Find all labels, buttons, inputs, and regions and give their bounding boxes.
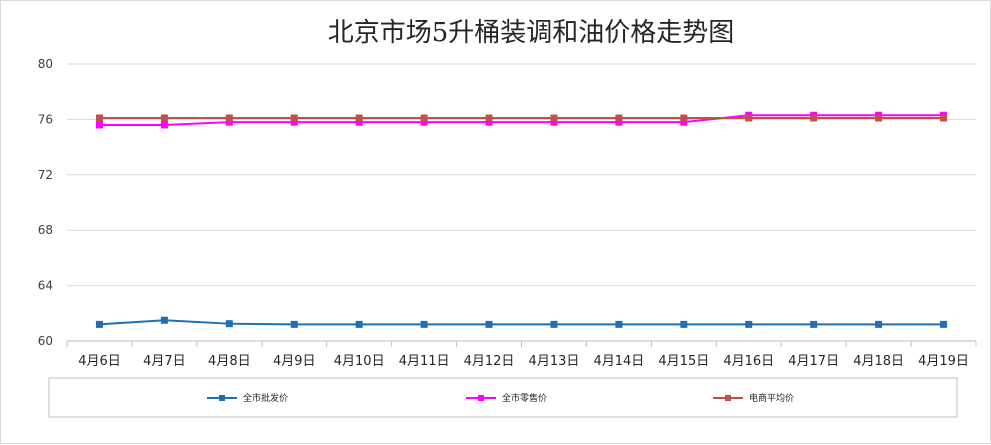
data-point — [355, 118, 363, 126]
x-tick-label: 4月11日 — [399, 354, 450, 369]
data-point — [940, 320, 948, 328]
y-tick-label: 64 — [38, 279, 53, 293]
data-point — [550, 320, 558, 328]
data-point — [160, 121, 168, 129]
x-tick-label: 4月6日 — [78, 354, 121, 369]
data-point — [420, 118, 428, 126]
data-point — [355, 320, 363, 328]
y-tick-label: 68 — [38, 223, 53, 237]
data-point — [95, 121, 103, 129]
x-tick-label: 4月8日 — [208, 354, 251, 369]
legend: 全市批发价 全市零售价 电商平均价 — [207, 392, 794, 404]
x-tick-label: 4月10日 — [334, 354, 385, 369]
series-line-1 — [99, 114, 944, 126]
data-point — [875, 320, 883, 328]
x-tick-label: 4月14日 — [593, 354, 644, 369]
x-tick-label: 4月15日 — [658, 354, 709, 369]
data-point — [680, 320, 688, 328]
chart-title: 北京市场5升桶装调和油价格走势图 — [328, 18, 735, 48]
x-tick-label: 4月12日 — [464, 354, 515, 369]
x-tick-label: 4月17日 — [788, 354, 839, 369]
data-point — [95, 114, 103, 122]
data-point — [225, 114, 233, 122]
data-point — [745, 114, 753, 122]
data-point — [485, 320, 493, 328]
x-tick-label: 4月9日 — [273, 354, 316, 369]
gridlines — [67, 63, 976, 342]
data-point — [485, 114, 493, 122]
legend-label-2: 电商平均价 — [749, 392, 794, 404]
data-point — [420, 114, 428, 122]
legend-marker-2 — [725, 395, 731, 401]
data-point — [290, 320, 298, 328]
legend-label-1: 全市零售价 — [502, 392, 547, 404]
x-axis-ticks: 4月6日 4月7日 4月8日 4月9日 4月10日 4月11日 4月12日 4月13日 4月14… — [66, 341, 977, 369]
y-tick-label: 76 — [38, 112, 53, 126]
legend-marker-0 — [219, 395, 225, 401]
data-point — [810, 114, 818, 122]
series-line-0 — [99, 319, 944, 326]
data-point — [160, 316, 168, 324]
data-point — [355, 114, 363, 122]
x-tick-label: 4月16日 — [723, 354, 774, 369]
y-tick-label: 80 — [38, 57, 53, 71]
x-tick-label: 4月19日 — [918, 354, 969, 369]
data-point — [680, 114, 688, 122]
data-point — [160, 114, 168, 122]
legend-label-0: 全市批发价 — [243, 392, 288, 404]
x-tick-label: 4月7日 — [143, 354, 186, 369]
data-point — [615, 320, 623, 328]
data-point — [615, 118, 623, 126]
data-point — [420, 320, 428, 328]
series-lines — [95, 111, 948, 328]
data-point — [95, 320, 103, 328]
legend-marker-1 — [478, 395, 484, 401]
data-point — [550, 114, 558, 122]
data-point — [225, 118, 233, 126]
data-point — [745, 320, 753, 328]
data-point — [225, 320, 233, 328]
x-tick-label: 4月13日 — [529, 354, 580, 369]
y-tick-label: 60 — [38, 334, 53, 348]
x-tick-label: 4月18日 — [853, 354, 904, 369]
y-axis-ticks: 60 64 68 72 76 80 — [38, 57, 53, 348]
data-point — [940, 114, 948, 122]
data-point — [875, 114, 883, 122]
data-point — [810, 320, 818, 328]
data-point — [680, 118, 688, 126]
y-tick-label: 72 — [38, 168, 53, 182]
data-point — [290, 114, 298, 122]
data-point — [290, 118, 298, 126]
data-point — [550, 118, 558, 126]
data-point — [615, 114, 623, 122]
data-point — [485, 118, 493, 126]
legend-box — [48, 377, 958, 418]
